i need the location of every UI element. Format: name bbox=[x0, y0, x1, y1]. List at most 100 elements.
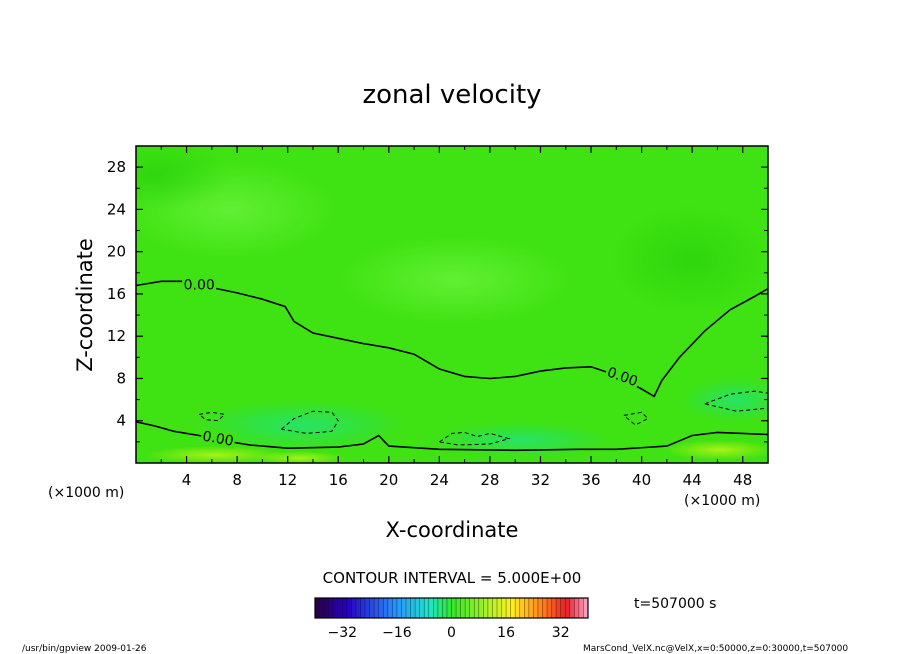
colorbar-cell bbox=[324, 598, 329, 618]
colorbar-cell bbox=[415, 598, 420, 618]
colorbar-cell bbox=[355, 598, 361, 618]
colorbar-cell bbox=[478, 598, 484, 618]
x-tick-label: 20 bbox=[379, 471, 398, 489]
field-shading bbox=[335, 235, 575, 325]
colorbar-cell bbox=[437, 598, 443, 618]
x-unit-left: (×1000 m) bbox=[48, 485, 124, 501]
field-shading bbox=[610, 205, 768, 315]
colorbar-cell bbox=[492, 598, 498, 618]
footer-right: MarsCond_VelX.nc@VelX,x=0:50000,z=0:3000… bbox=[583, 644, 848, 654]
colorbar-cell bbox=[524, 598, 530, 618]
colorbar-cell bbox=[346, 598, 352, 618]
colorbar-cell bbox=[560, 598, 566, 618]
colorbar-cell bbox=[401, 598, 407, 618]
colorbar-cell bbox=[565, 598, 571, 618]
negative-contour bbox=[439, 431, 511, 446]
colorbar-cell bbox=[537, 598, 543, 618]
colorbar-cell bbox=[501, 598, 507, 618]
colorbar-cell bbox=[569, 598, 575, 618]
x-tick-label: 28 bbox=[480, 471, 499, 489]
field-shading bbox=[665, 440, 768, 460]
x-tick-label: 16 bbox=[329, 471, 348, 489]
colorbar-cell bbox=[328, 598, 334, 618]
colorbar-frame bbox=[314, 597, 589, 619]
contour-label-bg bbox=[182, 276, 217, 293]
colorbar-cell bbox=[542, 598, 548, 618]
colorbar-cell bbox=[460, 598, 466, 618]
colorbar-cell bbox=[510, 598, 516, 618]
colorbar-cell bbox=[547, 598, 552, 618]
colorbar-cell bbox=[483, 598, 489, 618]
field-shading bbox=[145, 446, 285, 463]
x-tick-label: 8 bbox=[232, 471, 242, 489]
x-tick-label: 24 bbox=[430, 471, 449, 489]
colorbar-cell bbox=[396, 598, 402, 618]
colorbar-cell bbox=[428, 598, 434, 618]
x-tick-label: 32 bbox=[531, 471, 550, 489]
colorbar-tick-label: −32 bbox=[328, 625, 358, 641]
plot-frame bbox=[135, 145, 769, 464]
contour-label: 0.00 bbox=[184, 277, 215, 293]
colorbar-cell bbox=[342, 598, 348, 618]
y-tick-label: 8 bbox=[116, 369, 126, 387]
y-tick-label: 4 bbox=[116, 412, 126, 430]
x-tick-label: 40 bbox=[632, 471, 651, 489]
colorbar-cell bbox=[474, 598, 480, 618]
footer-left: /usr/bin/gpview 2009-01-26 bbox=[22, 644, 147, 654]
colorbar-cell bbox=[528, 598, 534, 618]
contour-interval-text: CONTOUR INTERVAL = 5.000E+00 bbox=[323, 569, 582, 587]
colorbar-cell bbox=[360, 598, 366, 618]
colorbar-tick-label: 16 bbox=[497, 625, 515, 641]
contour-label-bg bbox=[200, 427, 237, 449]
colorbar-cell bbox=[333, 598, 339, 618]
y-tick-label: 16 bbox=[107, 285, 126, 303]
x-tick-label: 36 bbox=[581, 471, 600, 489]
field-shading bbox=[190, 400, 410, 450]
colorbar-cell bbox=[433, 598, 439, 618]
colorbar-cell bbox=[369, 598, 375, 618]
x-tick-label: 12 bbox=[278, 471, 297, 489]
x-tick-label: 4 bbox=[182, 471, 192, 489]
contour-label-bg bbox=[603, 363, 642, 390]
colorbar-cell bbox=[551, 598, 557, 618]
colorbar-cell bbox=[583, 598, 589, 618]
colorbar-cell bbox=[574, 598, 580, 618]
colorbar-tick-label: 0 bbox=[447, 625, 456, 641]
colorbar-cell bbox=[451, 598, 457, 618]
colorbar-cell bbox=[446, 598, 452, 618]
colorbar-tick-label: −16 bbox=[382, 625, 412, 641]
colorbar-cell bbox=[519, 598, 525, 618]
colorbar-cell bbox=[506, 598, 511, 618]
colorbar-cell bbox=[419, 598, 425, 618]
colorbar-cell bbox=[374, 598, 379, 618]
x-tick-label: 44 bbox=[683, 471, 702, 489]
colorbar-cell bbox=[337, 598, 343, 618]
colorbar-cell bbox=[515, 598, 521, 618]
contour-label-layer: 0.000.000.00 bbox=[182, 276, 642, 450]
negative-contour bbox=[623, 411, 649, 426]
colorbar-cell bbox=[533, 598, 539, 618]
colorbar-cell bbox=[351, 598, 357, 618]
colorbar-cell bbox=[378, 598, 384, 618]
zero-contour-upper bbox=[136, 280, 768, 398]
y-tick-label: 24 bbox=[107, 200, 126, 218]
field-shading bbox=[430, 422, 610, 458]
field-shading bbox=[680, 378, 768, 422]
colorbar-cell bbox=[410, 598, 416, 618]
negative-contour bbox=[281, 410, 339, 434]
colorbar-cell bbox=[556, 598, 561, 618]
colorbar: −32 −16 0 16 32 bbox=[314, 597, 589, 641]
colorbar-cell bbox=[578, 598, 584, 618]
y-tick-label: 28 bbox=[107, 158, 126, 176]
colorbar-cell bbox=[406, 598, 411, 618]
x-tick-label: 48 bbox=[733, 471, 752, 489]
field-shading bbox=[255, 451, 345, 463]
colorbar-cell bbox=[424, 598, 430, 618]
y-tick-label: 12 bbox=[107, 327, 126, 345]
colorbar-cell bbox=[442, 598, 448, 618]
negative-contour bbox=[198, 411, 226, 422]
colorbar-cell bbox=[456, 598, 461, 618]
chart-title: zonal velocity bbox=[362, 80, 541, 110]
colorbar-cell bbox=[469, 598, 475, 618]
